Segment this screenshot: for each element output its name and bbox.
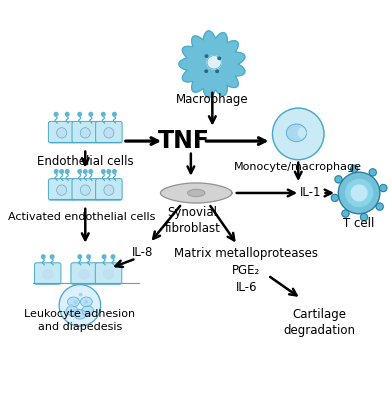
Circle shape [59,284,101,326]
Circle shape [102,113,105,116]
Circle shape [78,113,82,116]
Circle shape [50,255,54,259]
Ellipse shape [70,305,72,307]
Circle shape [65,113,69,116]
Text: Cartilage
degradation: Cartilage degradation [284,307,356,337]
Ellipse shape [74,310,76,312]
Circle shape [89,170,93,173]
Circle shape [369,169,376,176]
Ellipse shape [85,301,87,303]
Text: Activated endothelial cells: Activated endothelial cells [8,212,155,222]
Circle shape [342,210,349,217]
Circle shape [351,185,367,201]
Ellipse shape [74,309,86,319]
Circle shape [102,255,106,259]
Text: Synovial
fibroblast: Synovial fibroblast [165,206,221,235]
Text: Matrix metalloproteases
PGE₂
IL-6: Matrix metalloproteases PGE₂ IL-6 [174,247,318,294]
Circle shape [335,176,342,183]
Ellipse shape [216,70,218,72]
Ellipse shape [205,55,208,57]
Text: Macrophage: Macrophage [176,93,249,106]
Ellipse shape [57,128,67,138]
Text: TNF: TNF [158,129,210,153]
Circle shape [87,255,91,259]
FancyBboxPatch shape [71,263,98,284]
Ellipse shape [104,185,114,195]
Ellipse shape [67,297,79,307]
FancyBboxPatch shape [48,121,75,143]
Ellipse shape [43,270,53,279]
Ellipse shape [218,57,221,60]
Circle shape [60,170,64,173]
Circle shape [78,170,82,173]
Circle shape [102,170,105,173]
Ellipse shape [103,270,114,279]
Ellipse shape [287,124,307,142]
Circle shape [111,255,115,259]
FancyBboxPatch shape [95,263,122,284]
Circle shape [65,170,69,173]
Circle shape [42,255,45,259]
FancyBboxPatch shape [96,121,122,143]
FancyBboxPatch shape [72,121,98,143]
Text: Leukocyte adhesion
and diapedesis: Leukocyte adhesion and diapedesis [24,309,136,332]
FancyBboxPatch shape [72,179,98,200]
Ellipse shape [298,128,305,138]
Polygon shape [160,183,232,203]
Ellipse shape [82,306,94,316]
Ellipse shape [79,270,89,279]
Circle shape [380,185,387,192]
Circle shape [331,194,338,201]
Circle shape [54,113,58,116]
Circle shape [83,170,87,173]
FancyBboxPatch shape [96,179,122,200]
Circle shape [113,113,116,116]
Ellipse shape [205,70,207,72]
Circle shape [78,255,82,259]
Text: Endothelial cells: Endothelial cells [37,155,134,169]
Ellipse shape [80,128,90,138]
Text: IL-1: IL-1 [300,187,321,199]
Polygon shape [179,31,245,97]
Circle shape [350,165,358,172]
Circle shape [54,170,58,173]
Circle shape [360,214,368,221]
Circle shape [272,108,324,160]
Circle shape [113,170,116,173]
Circle shape [376,203,383,210]
Ellipse shape [80,185,90,195]
Circle shape [89,113,93,116]
Circle shape [107,170,111,173]
FancyBboxPatch shape [48,179,75,200]
Ellipse shape [207,55,221,69]
Ellipse shape [104,128,114,138]
Ellipse shape [66,306,78,316]
Ellipse shape [74,301,77,303]
Ellipse shape [188,189,205,196]
Circle shape [338,172,380,214]
Text: Monocyte/macrophage: Monocyte/macrophage [234,162,362,172]
Text: T cell: T cell [343,217,375,230]
Ellipse shape [57,185,67,195]
FancyBboxPatch shape [34,263,61,284]
Ellipse shape [80,293,82,296]
Circle shape [346,180,372,206]
Text: IL-8: IL-8 [132,245,153,259]
Ellipse shape [80,297,92,307]
